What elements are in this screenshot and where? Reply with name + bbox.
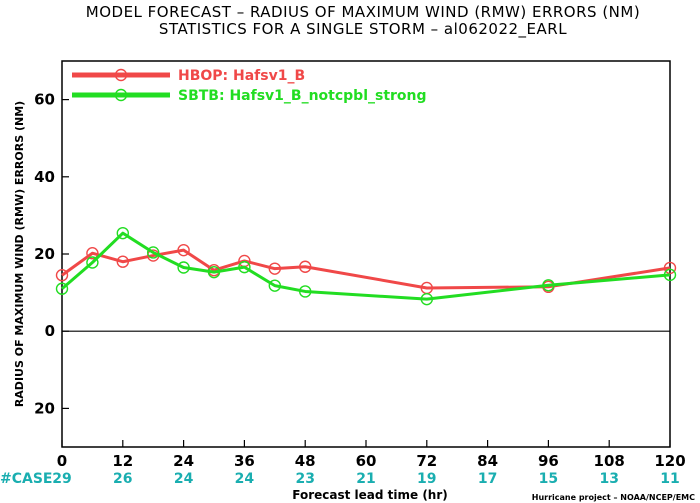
series-1-point xyxy=(86,247,99,260)
series-1-point xyxy=(299,260,312,273)
x-tick-label: 24 xyxy=(173,452,194,470)
case-count: 15 xyxy=(539,471,558,487)
x-axis-label: Forecast lead time (hr) xyxy=(292,488,448,502)
x-tick-label: 48 xyxy=(295,452,316,470)
x-tick-label: 72 xyxy=(416,452,437,470)
series-1-point xyxy=(55,269,69,282)
y-tick-label: 20 xyxy=(34,399,55,417)
series-2-point xyxy=(238,260,251,274)
y-tick-group: 20 0 20 40 60 xyxy=(34,91,69,417)
case-count: 26 xyxy=(113,471,132,487)
series-1-point xyxy=(116,255,130,268)
x-tick-label: 12 xyxy=(112,452,133,470)
x-tick-label: 36 xyxy=(234,452,255,470)
series-2-point xyxy=(116,226,130,240)
series-2-point xyxy=(207,265,221,279)
case-count: 17 xyxy=(478,471,497,487)
case-count: 19 xyxy=(417,471,436,487)
series-2-point xyxy=(268,279,281,292)
x-tick-label: 108 xyxy=(594,452,625,470)
series-1-point xyxy=(268,262,281,275)
y-tick-label: 20 xyxy=(34,245,55,263)
case-count: 24 xyxy=(174,471,194,487)
legend: HBOP: Hafsv1_B SBTB: Hafsv1_B_notcpbl_str… xyxy=(72,68,427,104)
series-2-point xyxy=(177,261,190,274)
legend-label-1: HBOP: Hafsv1_B xyxy=(178,68,305,84)
case-count: 13 xyxy=(599,471,618,487)
case-count: 29 xyxy=(52,471,71,487)
case-count: 11 xyxy=(660,471,679,487)
chart-title: MODEL FORECAST – RADIUS OF MAXIMUM WIND … xyxy=(86,3,640,21)
series-2-point xyxy=(420,292,433,306)
x-tick-label: 96 xyxy=(538,452,559,470)
series-line-2 xyxy=(61,231,671,301)
credit-text: Hurricane project – NOAA/NCEP/EMC xyxy=(532,493,695,502)
chart-subtitle: STATISTICS FOR A SINGLE STORM – al062022… xyxy=(159,20,567,39)
case-count: 24 xyxy=(235,471,255,487)
y-tick-label: 60 xyxy=(34,91,55,109)
series-2-point xyxy=(542,279,555,292)
y-tick-label: 0 xyxy=(45,322,55,340)
series-2-point xyxy=(299,285,312,298)
case-count-group: 29 26 24 24 23 21 19 17 15 13 11 xyxy=(52,471,679,487)
x-tick-label: 120 xyxy=(654,452,685,470)
series-2-point xyxy=(86,256,99,269)
x-tick-label: 0 xyxy=(57,452,67,470)
x-tick-label: 60 xyxy=(356,452,377,470)
series-2-point xyxy=(146,246,160,259)
x-tick-group: 0 12 24 36 48 60 72 84 96 108 120 xyxy=(57,440,686,470)
case-count: 23 xyxy=(295,471,314,487)
y-tick-label: 40 xyxy=(34,168,55,186)
y-axis-label: RADIUS OF MAXIMUM WIND (RMW) ERRORS (NM) xyxy=(13,101,26,407)
series-1-point xyxy=(663,261,677,275)
legend-marker-1 xyxy=(114,68,128,82)
series-layer xyxy=(55,226,677,306)
legend-marker-2 xyxy=(114,88,128,102)
legend-label-2: SBTB: Hafsv1_B_notcpbl_strong xyxy=(178,88,427,104)
case-count: 21 xyxy=(356,471,375,487)
series-1-point xyxy=(177,243,190,257)
x-tick-label: 84 xyxy=(477,452,498,470)
series-2-point xyxy=(663,268,677,282)
case-label: #CASE xyxy=(0,471,53,487)
series-2-point xyxy=(55,282,69,295)
